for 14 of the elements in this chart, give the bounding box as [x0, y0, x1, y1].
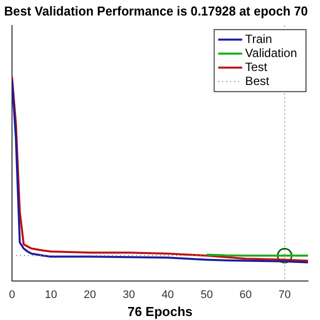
- x-tick-label: 50: [200, 288, 213, 301]
- x-tick-label: 20: [84, 288, 96, 301]
- legend-label: Validation: [245, 46, 298, 60]
- x-tick-label: 60: [240, 288, 252, 301]
- chart-title: Best Validation Performance is 0.17928 at epoch 70: [4, 3, 308, 18]
- x-tick-label: 40: [162, 288, 174, 301]
- x-tick-label: 10: [44, 288, 58, 301]
- ref-line-label: Best: [245, 74, 270, 88]
- legend-label: Train: [245, 32, 272, 46]
- x-axis-title: 76 Epochs: [127, 304, 193, 319]
- x-tick-label: 30: [122, 288, 135, 301]
- x-tick-label: 70: [278, 288, 291, 301]
- legend-label: Test: [245, 60, 268, 74]
- x-tick-label: 0: [8, 288, 16, 301]
